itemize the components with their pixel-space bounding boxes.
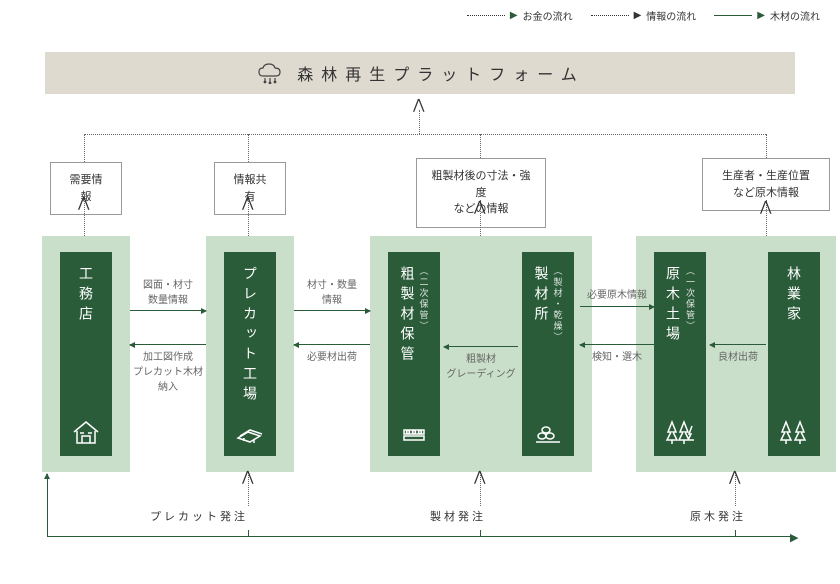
forest-icon bbox=[778, 418, 810, 446]
platform-bar: 森林再生プラットフォーム bbox=[45, 52, 795, 94]
legend-money: お金の流れ bbox=[523, 8, 573, 23]
label-needed: 必要原木情報 bbox=[580, 288, 654, 303]
info-box-dimensions: 粗製材後の寸法・強度などの情報 bbox=[416, 158, 546, 228]
house-icon bbox=[70, 418, 102, 446]
label-select: 検知・選木 bbox=[580, 350, 654, 365]
order-precut: プレカット発注 bbox=[150, 508, 248, 524]
platform-title: 森林再生プラットフォーム bbox=[297, 61, 585, 85]
stack-icon bbox=[398, 418, 430, 446]
legend-info: 情報の流れ bbox=[646, 8, 696, 23]
label-shipment: 必要材出荷 bbox=[294, 350, 370, 365]
lumber-icon bbox=[234, 418, 266, 446]
trees-icon bbox=[664, 418, 696, 446]
label-good: 良材出荷 bbox=[710, 350, 766, 365]
label-grading: 粗製材グレーディング bbox=[444, 352, 518, 382]
legend-wood: 木材の流れ bbox=[770, 8, 820, 23]
label-dimensions: 材寸・数量情報 bbox=[294, 278, 370, 308]
order-genboku: 原木発注 bbox=[690, 508, 746, 524]
legend: ▶お金の流れ ▶情報の流れ ▶木材の流れ bbox=[467, 8, 820, 23]
block-precut: プレカット工場 bbox=[224, 252, 276, 456]
order-flow-line bbox=[47, 536, 795, 537]
label-drawing: 図面・材寸数量情報 bbox=[130, 278, 206, 308]
block-genboku: 原木土場（一次保管） bbox=[654, 252, 706, 456]
block-ringyou: 林業家 bbox=[768, 252, 820, 456]
logs-icon bbox=[532, 418, 564, 446]
order-seizai: 製材発注 bbox=[430, 508, 486, 524]
label-processing: 加工図作成プレカット木材納入 bbox=[128, 350, 208, 395]
block-seizai: 製材所（製材・乾燥） bbox=[522, 252, 574, 456]
block-sozai: 粗製材保管（二次保管） bbox=[388, 252, 440, 456]
block-koumuten: 工務店 bbox=[60, 252, 112, 456]
cloud-icon bbox=[255, 62, 285, 84]
